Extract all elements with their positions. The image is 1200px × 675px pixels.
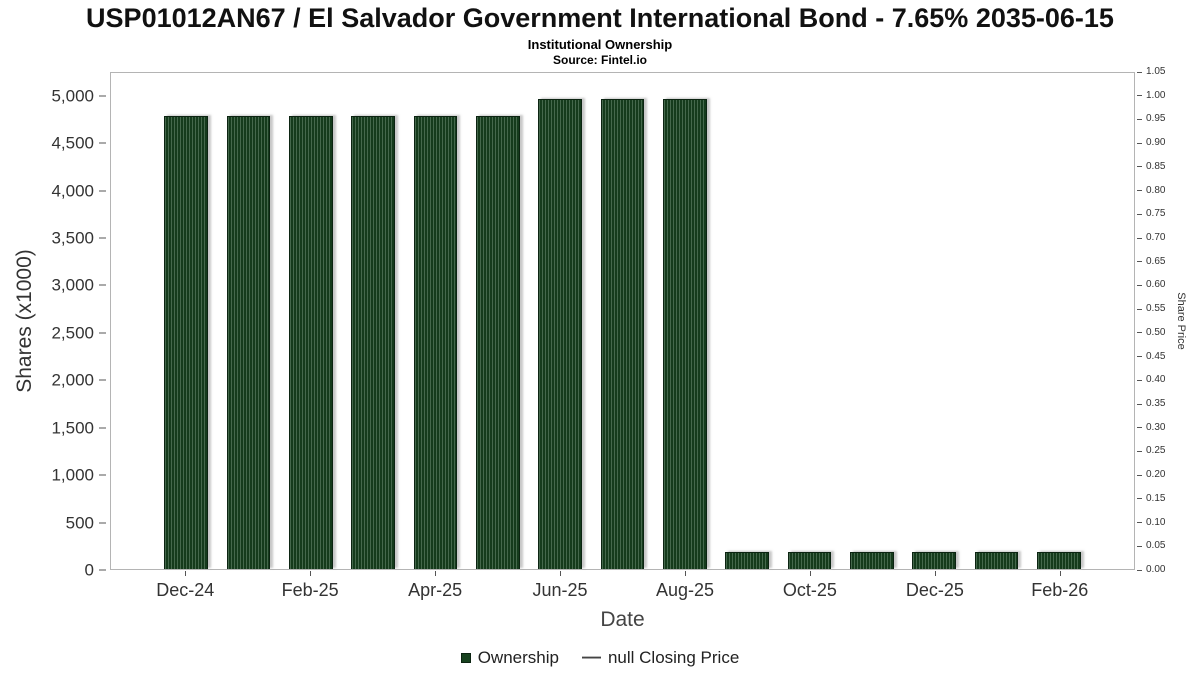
bar-slot [529,73,591,569]
right-axis-ticks: 0.00 0.05 0.10 0.15 0.20 0.25 0.30 0.35 0.40 0.45… [1137,67,1189,575]
right-axis-tick: 1.05 [1137,67,1165,77]
right-axis-tick: 0.80 [1137,185,1165,196]
left-axis-tick: 5,000 [51,87,106,104]
ownership-legend-swatch [460,653,471,663]
ownership-bar-feb-26[interactable] [1036,552,1081,569]
closing-price-legend-dash: — [581,647,601,668]
right-axis-tick: 0.60 [1137,280,1165,290]
ownership-bar-nov-25[interactable] [849,552,894,569]
ownership-bar-dec-25[interactable] [912,552,956,569]
x-axis-tick-label: Oct-25 [779,571,841,603]
x-axis-tick-label: Aug-25 [654,571,716,603]
bar-slot [965,73,1027,569]
left-axis-tick: 4,500 [51,135,106,152]
left-axis-ticks: 0 500 1,000 1,500 2,000 2,500 3,000 3,500 4,000 4… [26,72,106,579]
bar-slot [155,73,217,569]
x-axis-tick-label [216,571,278,603]
right-axis-tick: 0.90 [1137,138,1165,148]
x-axis-tick-label: Apr-25 [404,571,466,603]
right-axis-tick: 0.30 [1137,422,1165,433]
right-axis-tick: 0.85 [1137,161,1165,172]
x-axis-tick-label: Dec-24 [154,571,216,603]
bar-slot [654,73,716,569]
x-axis-labels: Dec-24 Feb-25 Apr-25 Jun-25 Aug-25 Oct-25 Dec-… [110,571,1135,603]
right-axis-tick: 0.45 [1137,351,1165,362]
bar-slot [903,73,965,569]
ownership-bar-may-25[interactable] [475,115,520,569]
right-axis-tick: 0.70 [1137,233,1165,243]
x-axis-tick-label: Feb-26 [1029,571,1091,603]
left-axis-tick: 3,000 [51,277,106,294]
x-axis-tick-label [466,571,528,603]
left-axis-tick: 4,000 [51,182,106,199]
right-axis-tick: 0.95 [1137,114,1165,124]
right-axis-tick: 0.25 [1137,446,1165,456]
x-axis-tick-label: Feb-25 [279,571,341,603]
x-axis-title: Date [600,608,645,631]
left-axis-tick: 0 [85,562,106,579]
ownership-bar-jan-25[interactable] [226,115,271,569]
bar-slot [280,73,342,569]
right-axis-tick: 0.55 [1137,304,1165,314]
x-axis-tick-label [716,571,778,603]
ownership-bar-oct-25[interactable] [787,552,832,569]
left-axis-tick: 2,500 [51,324,106,341]
left-axis-tick: 2,000 [51,372,106,389]
bar-slot [778,73,840,569]
right-axis-title: Share Price [1175,292,1187,350]
x-axis-tick-label [966,571,1028,603]
ownership-bar-dec-24[interactable] [164,115,208,569]
x-axis-tick-label: Jun-25 [529,571,591,603]
right-axis-tick: 0.40 [1137,375,1165,385]
left-axis-tick: 1,500 [51,419,106,436]
x-axis-tick-label [341,571,403,603]
source-label: Source: Fintel.io [552,53,647,67]
right-axis-tick: 0.75 [1137,209,1165,219]
x-axis-tick-label [591,571,653,603]
chart-title: USP01012AN67 / El Salvador Government In… [86,3,1114,33]
bar-slot [841,73,903,569]
ownership-bar-apr-25[interactable] [413,115,458,569]
right-axis-tick: 1.00 [1137,90,1165,101]
plot-area [110,72,1135,570]
right-axis-tick: 0.65 [1137,256,1165,267]
right-axis-tick: 0.50 [1137,327,1165,338]
left-axis-tick: 1,000 [51,467,106,484]
legend: Ownership — null Closing Price [0,646,1200,670]
chart-subtitle: Institutional Ownership [527,37,673,52]
bar-slot [217,73,279,569]
bar-slot [1028,73,1090,569]
bar-slot [467,73,529,569]
right-axis-tick: 0.05 [1137,541,1165,551]
right-axis-tick: 0.35 [1137,399,1165,409]
ownership-bar-jul-25[interactable] [600,98,645,569]
right-axis-tick: 0.20 [1137,470,1165,480]
right-axis-tick: 0.15 [1137,493,1165,504]
bar-slot [342,73,404,569]
ownership-bar-jan-26[interactable] [974,552,1019,569]
left-axis-tick: 500 [66,514,106,531]
closing-price-legend-label: null Closing Price [607,648,740,667]
right-axis-tick: 0.10 [1137,517,1165,528]
left-axis-tick: 3,500 [51,230,106,247]
x-axis-tick-label: Dec-25 [904,571,966,603]
x-axis-tick-label [841,571,903,603]
ownership-bar-feb-25[interactable] [289,115,333,569]
bar-slot [716,73,778,569]
ownership-legend-label: Ownership [477,648,559,667]
ownership-bar-aug-25[interactable] [662,98,707,569]
bar-slot [404,73,466,569]
ownership-bar-sep-25[interactable] [725,552,769,569]
bar-slot [591,73,653,569]
ownership-bar-mar-25[interactable] [351,115,395,569]
right-axis-tick: 0.00 [1137,565,1165,575]
ownership-bar-jun-25[interactable] [538,98,582,569]
